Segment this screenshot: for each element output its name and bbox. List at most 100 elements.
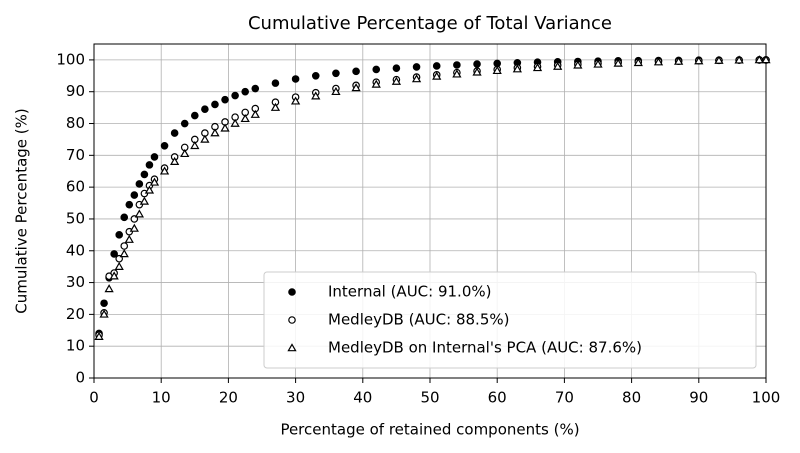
y-tick-label: 10	[66, 337, 85, 355]
point	[170, 129, 179, 137]
y-tick-label: 50	[66, 209, 85, 227]
x-tick-label: 30	[286, 389, 305, 407]
point	[240, 113, 250, 123]
point	[412, 63, 421, 71]
point	[160, 141, 169, 150]
point	[159, 166, 170, 175]
point	[134, 209, 144, 218]
point	[211, 100, 219, 109]
point	[145, 161, 154, 169]
point	[432, 71, 442, 80]
point	[140, 170, 149, 179]
legend-box	[263, 271, 757, 369]
point	[221, 95, 229, 104]
x-tick-label: 100	[752, 389, 781, 407]
legend-label: MedleyDB on Internal's PCA (AUC: 87.6%)	[328, 339, 642, 357]
point	[241, 87, 250, 96]
point	[120, 242, 129, 250]
series	[94, 55, 771, 340]
y-tick-label: 20	[66, 305, 85, 323]
legend-label: MedleyDB (AUC: 88.5%)	[328, 311, 509, 329]
point	[532, 63, 543, 72]
y-tick-label: 40	[66, 241, 85, 259]
y-axis-label: Cumulative Percentage (%)	[13, 108, 31, 314]
x-tick-label: 80	[622, 389, 641, 407]
y-tick-label: 80	[66, 114, 85, 132]
point	[311, 91, 321, 100]
point	[311, 72, 320, 80]
point	[372, 65, 381, 74]
point	[453, 61, 461, 69]
point	[331, 86, 341, 96]
point	[492, 65, 502, 75]
y-tick-label: 0	[75, 369, 85, 387]
point	[230, 118, 240, 127]
point	[104, 284, 114, 293]
x-axis-label: Percentage of retained components (%)	[280, 421, 579, 439]
x-tick-label: 0	[89, 389, 99, 407]
point	[411, 74, 422, 83]
point	[674, 56, 684, 65]
point	[201, 105, 209, 114]
point	[512, 64, 522, 73]
point	[135, 180, 144, 188]
point	[452, 69, 462, 78]
x-tick-label: 50	[420, 389, 439, 407]
point	[573, 60, 583, 69]
point	[371, 79, 381, 88]
point	[170, 156, 180, 165]
x-tick-label: 40	[353, 389, 372, 407]
point	[734, 55, 744, 64]
y-tick-label: 70	[66, 146, 85, 164]
point	[473, 60, 481, 68]
point	[714, 55, 724, 64]
point	[493, 59, 502, 68]
point	[94, 331, 104, 340]
point	[100, 299, 108, 308]
point	[99, 309, 109, 318]
point	[180, 119, 189, 128]
point	[220, 123, 230, 132]
point	[115, 231, 124, 239]
y-tick-label: 30	[66, 273, 85, 291]
point	[472, 67, 482, 76]
point	[120, 213, 129, 222]
y-tick-label: 60	[66, 178, 85, 196]
legend-marker	[287, 343, 297, 352]
point	[754, 55, 764, 64]
legend-label: Internal (AUC: 91.0%)	[328, 283, 491, 301]
point	[149, 177, 160, 186]
x-tick-label: 70	[555, 389, 574, 407]
x-tick-label: 10	[152, 389, 171, 407]
point	[250, 109, 260, 118]
legend-marker	[288, 288, 296, 296]
point	[144, 185, 155, 194]
point	[351, 83, 361, 92]
point	[270, 102, 281, 111]
point	[125, 200, 134, 209]
point	[114, 261, 124, 270]
plot-frame	[93, 43, 767, 379]
point	[332, 69, 340, 78]
point	[124, 234, 134, 243]
point	[391, 76, 402, 85]
point	[593, 59, 603, 68]
point	[432, 62, 441, 70]
point	[290, 96, 301, 105]
point	[139, 196, 150, 205]
point	[129, 223, 139, 232]
point	[352, 67, 360, 76]
x-tick-label: 60	[488, 389, 507, 407]
point	[291, 75, 300, 83]
point	[191, 111, 199, 120]
legend: Internal (AUC: 91.0%) MedleyDB (AUC: 88.5…	[263, 271, 757, 369]
point	[271, 79, 280, 87]
y-tick-label: 100	[56, 50, 85, 68]
point	[119, 249, 129, 258]
point	[653, 57, 664, 66]
y-tick-label: 90	[66, 82, 85, 100]
x-tick-label: 20	[219, 389, 238, 407]
point	[694, 56, 704, 65]
point	[633, 57, 643, 67]
